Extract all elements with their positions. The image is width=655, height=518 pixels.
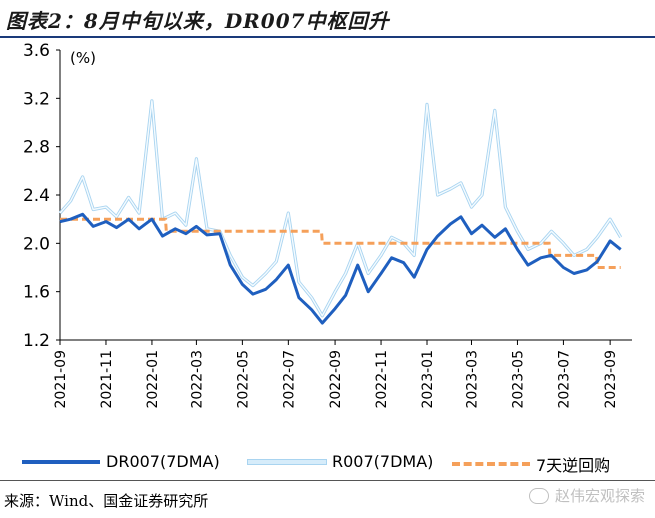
x-tick-label: 2023-07: [556, 350, 572, 409]
x-tick-label: 2023-09: [603, 350, 619, 409]
x-tick-label: 2022-03: [189, 350, 205, 409]
legend-item-dr007: DR007(7DMA): [22, 452, 220, 471]
y-tick-label: 2.0: [23, 234, 50, 254]
watermark-text: 赵伟宏观探索: [554, 487, 645, 505]
chart-legend: DR007(7DMA) R007(7DMA) 7天逆回购: [0, 452, 655, 478]
x-tick-label: 2021-09: [53, 350, 69, 409]
y-tick-label: 1.2: [23, 331, 50, 351]
legend-swatch-reverse-repo: [452, 462, 530, 466]
x-tick-label: 2022-11: [374, 350, 390, 409]
source-rule: [0, 480, 655, 481]
y-tick-label: 2.8: [23, 138, 50, 158]
y-tick-label: 2.4: [23, 186, 50, 206]
legend-label-reverse-repo: 7天逆回购: [536, 456, 611, 475]
x-tick-label: 2022-07: [281, 350, 297, 409]
legend-item-r007: R007(7DMA): [247, 452, 434, 471]
source-note: 来源：Wind、国金证券研究所: [4, 492, 209, 510]
y-tick-label: 1.6: [23, 283, 50, 303]
wechat-icon: [528, 487, 549, 504]
legend-swatch-r007: [247, 458, 327, 465]
legend-label-r007: R007(7DMA): [332, 452, 434, 471]
x-tick-label: 2023-03: [464, 350, 480, 409]
line-chart: 3.6 3.2 2.8 2.4 2.0 1.6 1.2 (%) 2021-09 2021-11 20…: [23, 41, 632, 409]
series-line-r007: [59, 100, 622, 317]
legend-item-reverse-repo: 7天逆回购: [452, 452, 610, 476]
x-tick-label: 2021-11: [99, 350, 115, 409]
x-tick-label: 2022-09: [328, 350, 344, 409]
series-line-dr007: [59, 212, 622, 325]
y-tick-label: 3.6: [23, 41, 50, 61]
watermark: 赵伟宏观探索: [528, 485, 645, 506]
title-rule: [0, 36, 655, 38]
x-tick-label: 2022-01: [145, 350, 161, 409]
legend-label-dr007: DR007(7DMA): [106, 452, 220, 471]
y-tick-label: 3.2: [23, 89, 50, 109]
chart-title: 图表2：8月中旬以来，DR007中枢回升: [6, 9, 390, 33]
y-unit-label: (%): [70, 49, 96, 67]
x-tick-label: 2023-05: [510, 350, 526, 409]
legend-swatch-dr007: [22, 459, 100, 464]
x-tick-label: 2022-05: [235, 350, 251, 409]
x-tick-label: 2023-01: [420, 350, 436, 409]
